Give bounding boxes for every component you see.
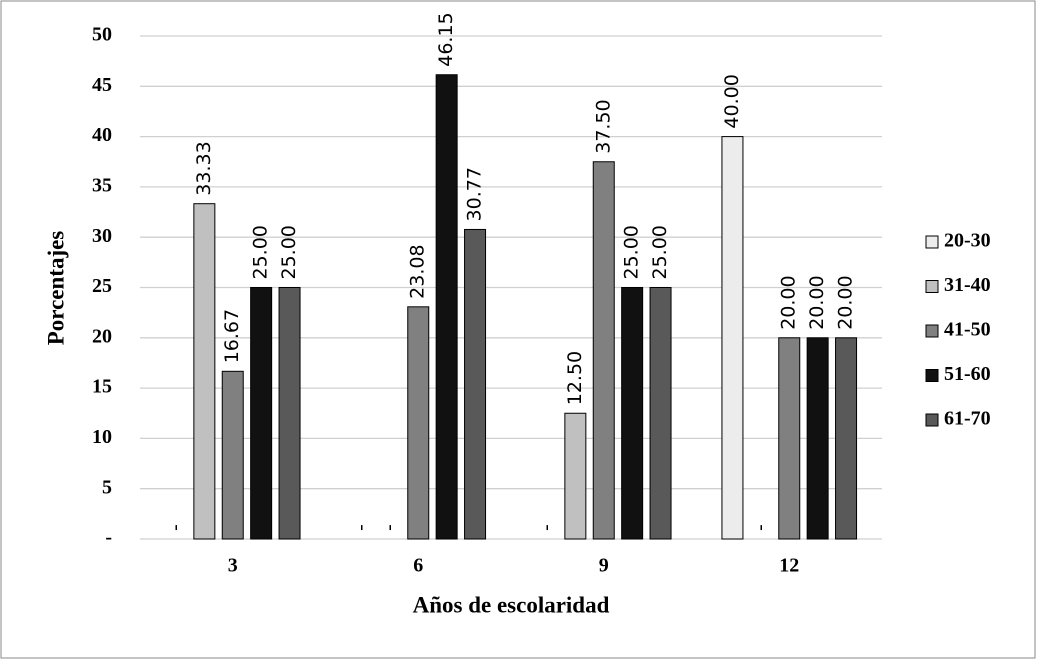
y-tick-label: 30 bbox=[92, 225, 112, 247]
y-tick-label: 50 bbox=[92, 24, 112, 46]
legend-swatch bbox=[925, 280, 939, 293]
value-label: 25.00 bbox=[621, 225, 643, 279]
value-label: 25.00 bbox=[649, 225, 671, 279]
bar bbox=[592, 161, 615, 540]
bar bbox=[407, 306, 430, 540]
y-tick-label: 15 bbox=[92, 376, 112, 398]
x-tick-label: 12 bbox=[779, 555, 799, 577]
value-label: 33.33 bbox=[193, 141, 215, 195]
value-label: 23.08 bbox=[407, 244, 429, 298]
y-axis-title: Porcentajes bbox=[43, 231, 68, 346]
bar bbox=[835, 337, 858, 540]
value-label: - bbox=[749, 524, 771, 531]
value-label: 37.50 bbox=[592, 99, 614, 153]
legend-swatch bbox=[925, 324, 939, 338]
y-tick-label: 5 bbox=[102, 476, 112, 498]
value-label: - bbox=[164, 524, 186, 531]
y-tick-label: 45 bbox=[92, 74, 112, 96]
value-label: 25.00 bbox=[278, 225, 300, 279]
bar bbox=[721, 136, 744, 540]
bar bbox=[621, 287, 644, 540]
bar bbox=[464, 228, 487, 540]
x-axis-title: Años de escolaridad bbox=[413, 592, 610, 617]
legend-swatch bbox=[925, 369, 939, 382]
y-tick-label: 35 bbox=[92, 174, 112, 196]
bar bbox=[806, 337, 829, 540]
bar bbox=[193, 203, 216, 540]
value-label: - bbox=[350, 524, 372, 531]
bar bbox=[250, 287, 273, 540]
legend-label: 31-40 bbox=[944, 274, 991, 296]
y-tick-label: 20 bbox=[92, 325, 112, 347]
value-label: 25.00 bbox=[250, 225, 272, 279]
y-tick-label: 25 bbox=[92, 275, 112, 297]
legend-swatch bbox=[925, 235, 939, 249]
bar bbox=[564, 412, 587, 540]
legend-swatch bbox=[925, 413, 939, 427]
value-label: 12.50 bbox=[564, 351, 586, 405]
value-label: 20.00 bbox=[806, 275, 828, 329]
value-label: 20.00 bbox=[778, 275, 800, 329]
bar bbox=[278, 287, 301, 540]
value-label: 46.15 bbox=[435, 12, 457, 66]
legend-label: 41-50 bbox=[944, 319, 991, 341]
bar bbox=[435, 74, 458, 540]
x-tick-label: 9 bbox=[599, 555, 609, 577]
y-tick-label: - bbox=[105, 527, 112, 549]
bar bbox=[649, 287, 672, 540]
value-label: 20.00 bbox=[835, 275, 857, 329]
value-label: 30.77 bbox=[464, 167, 486, 221]
y-tick-label: 10 bbox=[92, 426, 112, 448]
value-label: 40.00 bbox=[721, 74, 743, 128]
x-tick-label: 3 bbox=[228, 555, 238, 577]
value-label: 16.67 bbox=[221, 309, 243, 363]
value-label: - bbox=[378, 524, 400, 531]
bar bbox=[778, 337, 801, 540]
bar bbox=[221, 370, 244, 540]
x-tick-label: 6 bbox=[413, 555, 423, 577]
legend-label: 51-60 bbox=[944, 363, 991, 385]
legend-label: 20-30 bbox=[944, 230, 991, 252]
value-label: - bbox=[535, 524, 557, 531]
legend-label: 61-70 bbox=[944, 408, 991, 430]
y-tick-label: 40 bbox=[92, 124, 112, 146]
